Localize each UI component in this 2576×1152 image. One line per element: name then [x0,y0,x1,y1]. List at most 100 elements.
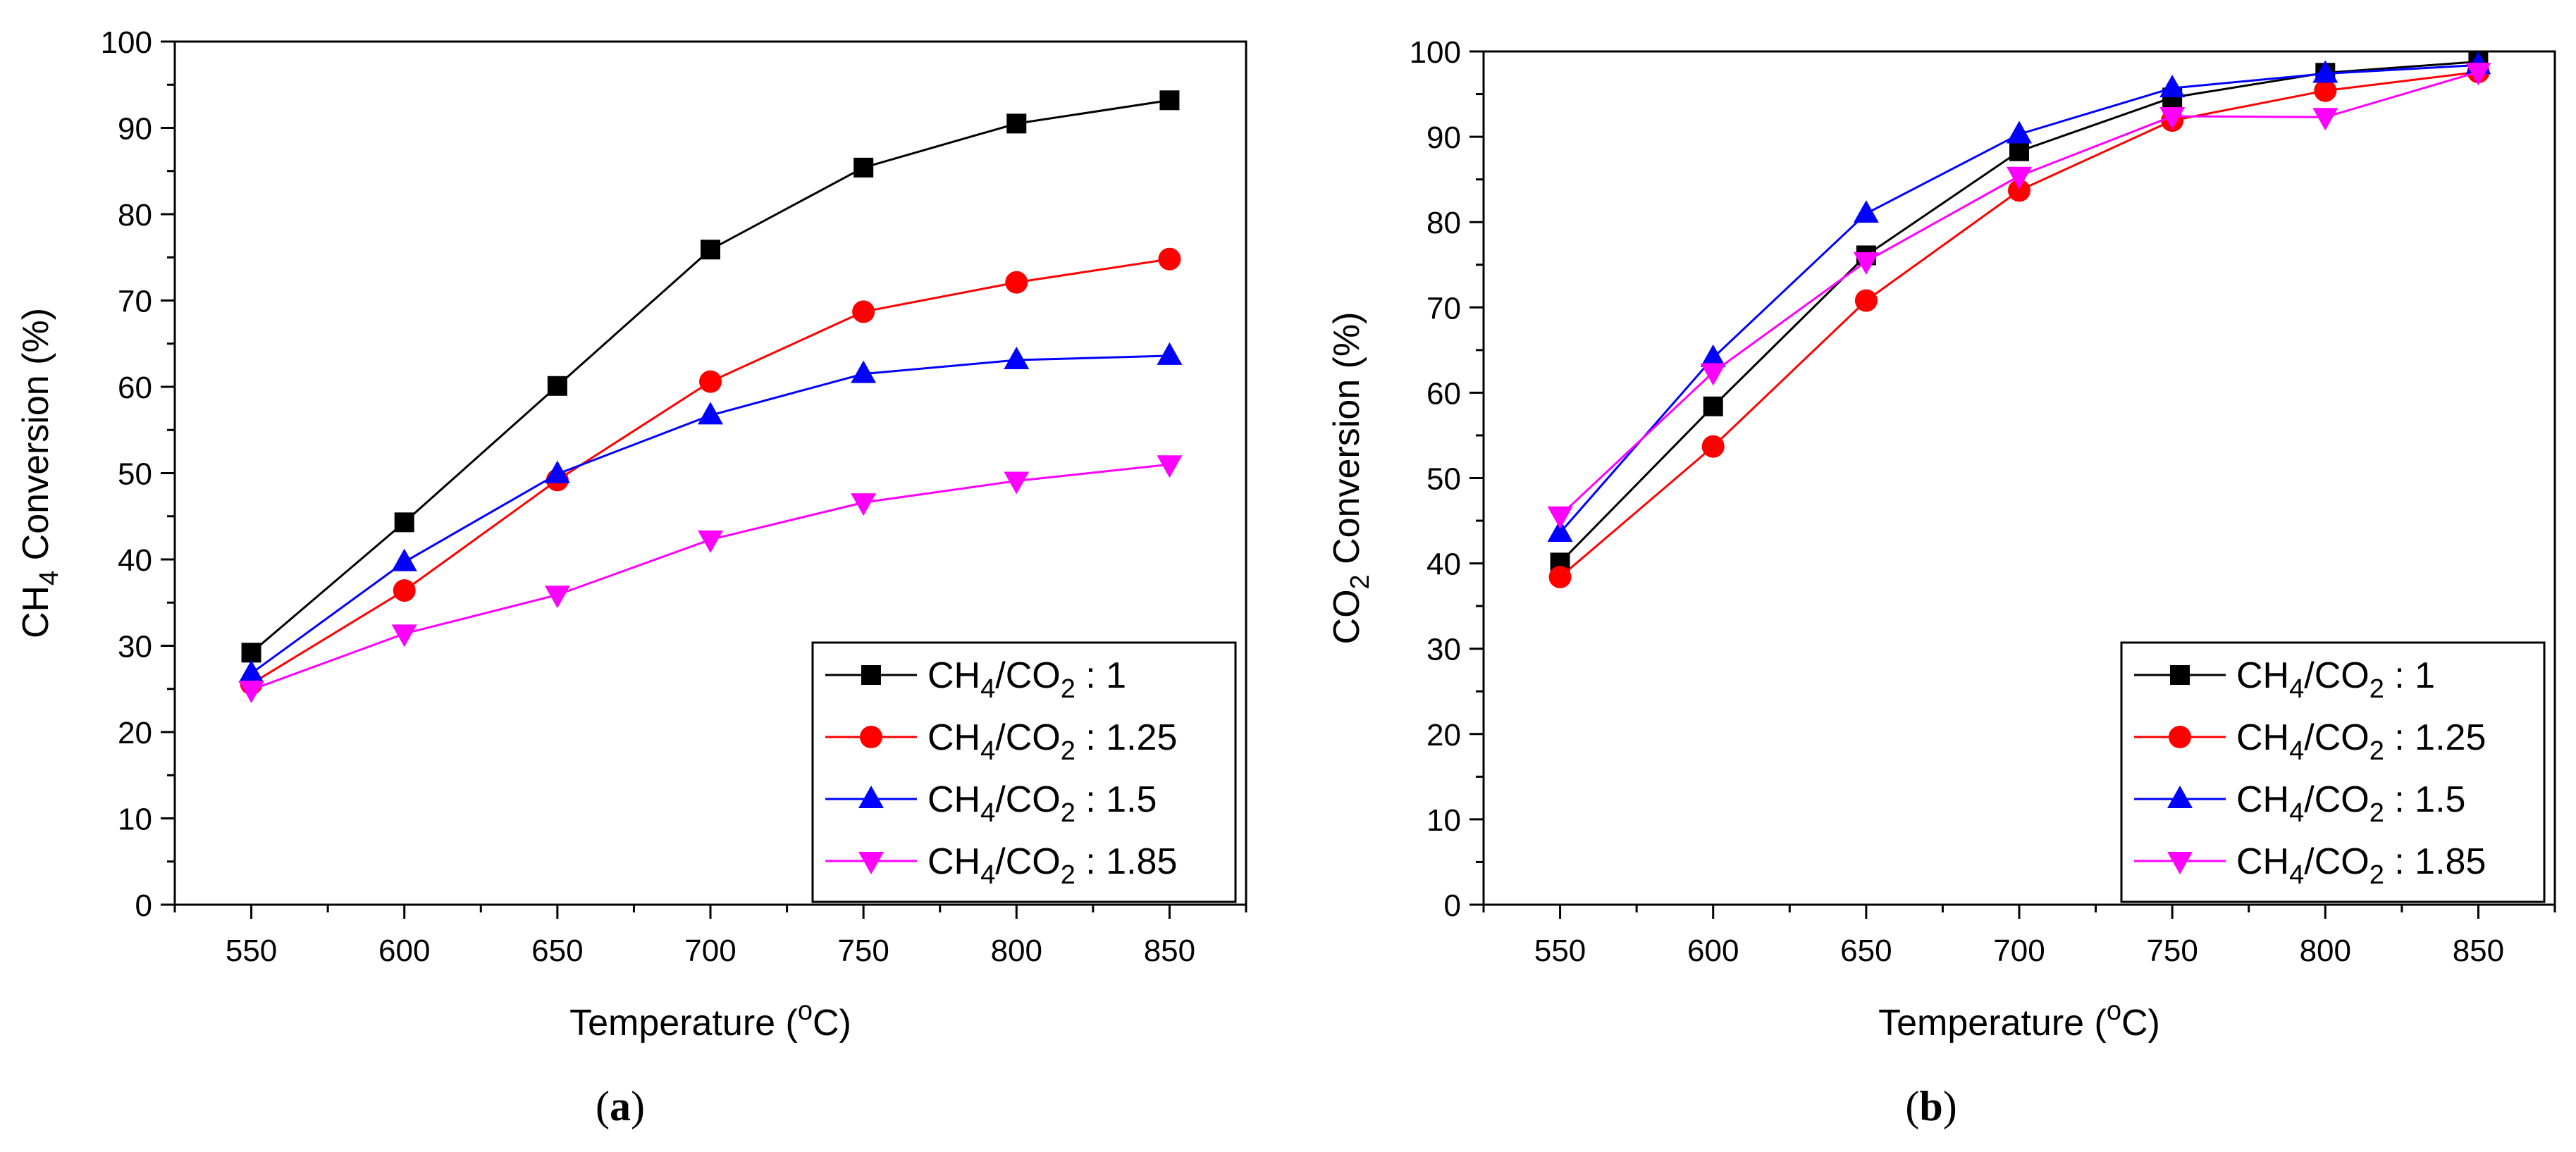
legend-entry-label: CH4/CO2 : 1.25 [2236,717,2486,766]
legend: CH4/CO2 : 1 CH4/CO2 : 1.25 CH4/CO2 : 1.5 CH… [811,641,1237,903]
panel-a: 550 600 650 700 750 800 850 0 10 20 30 40 50 60 70 80 90… [16,25,1247,1129]
y-tick-label: 10 [1426,803,1461,838]
x-tick-label: 650 [531,934,583,968]
legend-swatch-marker [2167,852,2193,874]
legend-entry-label: CH4/CO2 : 1 [2236,655,2435,704]
y-axis-label: CH4 Conversion (%) [16,308,64,638]
data-point [544,586,570,609]
legend-swatch-marker [858,786,884,808]
data-point [852,300,875,323]
legend-entry-label: CH4/CO2 : 1.85 [2236,841,2486,890]
data-point [2008,179,2030,202]
y-tick-label: 30 [1426,633,1461,667]
data-point [1158,247,1181,271]
data-point [1547,519,1573,543]
data-point [1854,289,1878,312]
data-point [238,659,264,683]
y-tick-label: 20 [1426,718,1461,752]
data-point [238,680,264,703]
panel-b: 550 600 650 700 750 800 850 0 10 20 30 40 50 60 70 80 90… [1326,35,2556,1129]
legend-entry-label: CH4/CO2 : 1 [928,655,1126,704]
data-point [1700,344,1726,367]
data-point [394,512,414,533]
data-point [544,460,570,483]
data-point [1157,455,1183,478]
data-point [2312,108,2338,131]
data-point [699,370,722,393]
y-tick-label: 10 [118,803,152,837]
legend: CH4/CO2 : 1 CH4/CO2 : 1.25 CH4/CO2 : 1.5 CH… [2120,641,2546,903]
legend-entry-label: CH4/CO2 : 1.5 [928,779,1157,828]
y-tick-label: 90 [1426,120,1461,155]
data-point [853,157,874,178]
x-tick-label: 750 [2146,934,2198,968]
data-point [1004,471,1030,495]
y-tick-label: 80 [1426,206,1461,240]
y-tick-label: 0 [135,888,152,923]
x-tick-label: 700 [684,934,736,968]
series-2 [240,247,1181,695]
data-point [701,240,720,260]
legend-entry-label: CH4/CO2 : 1.85 [928,841,1177,890]
y-tick-label: 70 [118,285,152,319]
y-tick-label: 70 [1426,291,1461,326]
x-axis-label: Temperature (oC) [569,996,851,1043]
data-point [1157,342,1183,365]
data-point [2312,60,2338,83]
series-4 [1547,63,2491,529]
legend-entry-label: CH4/CO2 : 1.25 [928,717,1177,766]
series-line [250,258,1170,685]
data-point [1548,565,1572,588]
data-point [1159,90,1180,111]
y-tick-label: 50 [118,457,152,492]
legend-swatch-marker [2170,665,2190,685]
y-tick-label: 80 [118,198,152,233]
data-point [698,530,723,553]
data-point [393,579,416,602]
panel-caption: (a) [596,1083,645,1129]
data-point [851,493,877,516]
x-tick-label: 850 [2453,934,2504,968]
legend-swatch-marker [2169,726,2191,748]
data-point [1701,435,1725,458]
data-point [2314,79,2337,102]
legend-swatch-marker [861,665,881,685]
y-tick-label: 20 [118,716,152,750]
data-point [1853,252,1879,275]
x-tick-label: 600 [1687,934,1739,968]
data-point [2465,63,2491,86]
y-tick-label: 40 [1426,547,1461,582]
legend-entry-label: CH4/CO2 : 1.5 [2236,779,2465,828]
data-point [2007,166,2032,190]
x-tick-label: 550 [1534,934,1586,968]
x-tick-label: 600 [378,934,430,968]
legend-frame [811,641,1237,903]
data-point [1700,363,1726,386]
x-tick-label: 750 [837,934,889,968]
x-tick-label: 550 [226,934,277,968]
data-point [1004,347,1030,370]
series-3 [238,342,1183,683]
data-point [851,360,877,383]
data-point [698,402,723,425]
data-point [2007,120,2032,144]
data-point [2159,75,2186,98]
legend-swatch-marker [860,726,882,748]
data-point [391,624,417,648]
x-tick-label: 800 [2300,934,2351,968]
legend-swatch-marker [858,852,884,874]
x-axis-label: Temperature (oC) [1878,996,2160,1043]
data-point [1006,113,1027,134]
y-tick-label: 40 [118,543,152,578]
legend-frame [2120,641,2546,903]
y-tick-label: 60 [118,371,152,405]
legend-swatch-marker [2167,786,2193,808]
data-point [1703,396,1723,416]
y-tick-label: 100 [101,25,152,60]
x-tick-label: 800 [991,934,1042,968]
panel-caption: (b) [1905,1083,1956,1129]
y-axis-label: CO2 Conversion (%) [1326,312,1375,645]
x-tick-label: 850 [1144,934,1195,968]
